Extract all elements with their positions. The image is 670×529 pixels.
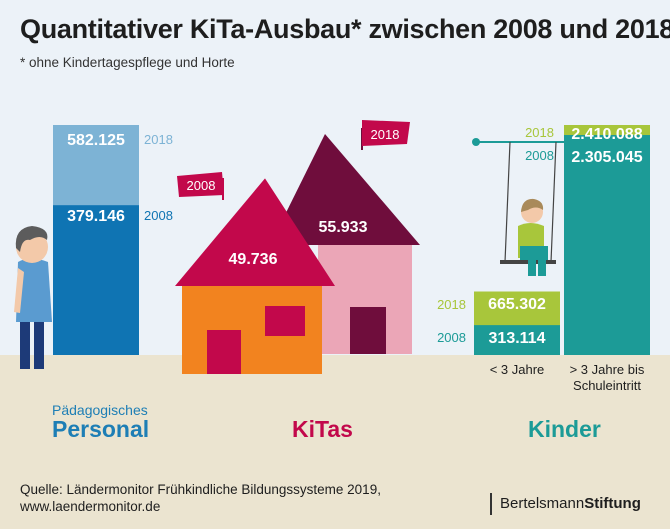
bar-kinder-under3-2008 — [474, 325, 560, 355]
kitas-house-2018: 2018 — [270, 120, 420, 354]
ground — [0, 355, 670, 529]
kitas-house-2008: 2008 — [175, 172, 335, 374]
year-label-personal-2018: 2018 — [144, 132, 173, 147]
publisher-logo: BertelsmannStiftung — [490, 493, 641, 515]
bar-personal-2008 — [53, 205, 139, 355]
logo-part-1: Bertelsmann — [500, 495, 585, 512]
logo-part-2: Stiftung — [584, 495, 641, 512]
value-label-kinder-under3-2018: 665.302 — [488, 296, 546, 313]
year-label-kinder-under3-2018: 2018 — [437, 297, 466, 312]
caption-personal: Personal — [52, 416, 150, 442]
value-label-kinder-over3-2008: 2.305.045 — [571, 149, 642, 166]
value-label-personal-2018: 582.125 — [67, 132, 125, 149]
year-label-kinder-under3-2008: 2008 — [437, 330, 466, 345]
value-label-personal-2008: 379.146 — [67, 208, 125, 225]
caption-personal-small: Pädagogisches — [52, 402, 148, 418]
category-label-over3-line2: Schuleintritt — [573, 378, 641, 393]
year-label-personal-2008: 2008 — [144, 208, 173, 223]
bar-kitas-2018 — [270, 134, 420, 245]
source-line-1: Quelle: Ländermonitor Frühkindliche Bild… — [20, 482, 381, 497]
year-label-kinder-over3-2018: 2018 — [525, 125, 554, 140]
category-label-under3: < 3 Jahre — [490, 362, 545, 377]
chart-title: Quantitativer KiTa-Ausbau* zwischen 2008… — [20, 14, 670, 44]
caption-kinder: Kinder — [528, 416, 601, 442]
person-illustration — [14, 226, 52, 369]
swing-illustration — [472, 138, 564, 276]
source-line-2: www.laendermonitor.de — [20, 499, 161, 514]
value-label-kitas-2018: 55.933 — [319, 219, 368, 236]
value-label-kinder-over3-2018: 2.410.088 — [571, 126, 642, 143]
chart-footnote: * ohne Kindertagespflege und Horte — [20, 55, 235, 70]
value-label-kitas-2008: 49.736 — [229, 251, 278, 268]
flag-label-2008: 2008 — [187, 178, 216, 193]
category-label-over3-line1: > 3 Jahre bis — [570, 362, 645, 377]
source-note: Quelle: Ländermonitor Frühkindliche Bild… — [20, 481, 381, 515]
value-label-kinder-under3-2008: 313.114 — [489, 330, 546, 347]
caption-kitas: KiTas — [292, 416, 353, 442]
year-label-kinder-over3-2008: 2008 — [525, 148, 554, 163]
flag-label-2018: 2018 — [371, 127, 400, 142]
bar-kitas-2008 — [175, 178, 335, 286]
bar-kinder-over3-2008 — [564, 135, 650, 355]
